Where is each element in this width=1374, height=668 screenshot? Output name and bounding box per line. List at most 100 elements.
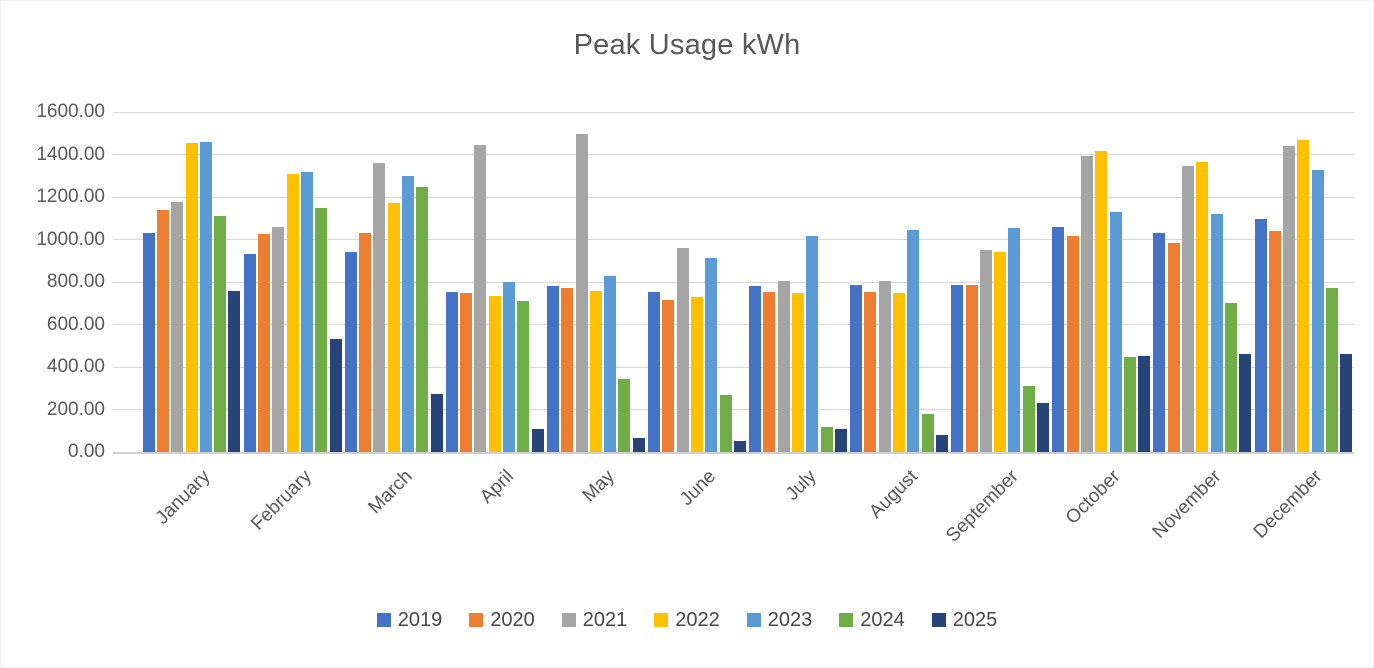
gridline <box>113 281 1354 283</box>
bar-2021-august <box>878 280 891 452</box>
bar-2019-january <box>142 233 155 452</box>
bar-2022-december <box>1297 139 1310 452</box>
y-tick-label: 1000.00 <box>36 228 105 250</box>
legend-label-2024: 2024 <box>860 608 905 631</box>
bar-group-february <box>242 112 343 452</box>
bar-2019-june <box>648 291 661 452</box>
bar-2021-may <box>575 134 588 452</box>
bar-2025-january <box>228 290 241 452</box>
bar-group-june <box>646 112 747 452</box>
bar-2022-october <box>1095 151 1108 452</box>
y-tick-label: 800.00 <box>46 271 105 292</box>
bars-layer <box>141 112 1354 452</box>
y-tick-label: 600.00 <box>46 313 105 335</box>
bar-2022-september <box>994 252 1007 452</box>
bar-2024-april <box>517 301 530 452</box>
gridline <box>113 196 1354 198</box>
legend-item-2024: 2024 <box>839 609 905 632</box>
x-tick-label-december: December <box>1249 466 1327 543</box>
y-tick-label: 1600.00 <box>36 101 105 122</box>
bar-2025-may <box>632 438 645 452</box>
bar-2023-march <box>401 175 414 452</box>
bar-2025-april <box>531 428 544 452</box>
bar-2019-april <box>445 291 458 452</box>
bar-2023-december <box>1311 170 1324 452</box>
bar-2025-august <box>935 435 948 452</box>
bar-2024-january <box>214 216 227 452</box>
bar-2021-november <box>1182 166 1195 452</box>
bar-2024-august <box>921 413 934 452</box>
bar-2023-september <box>1008 227 1021 452</box>
bar-2020-march <box>359 233 372 452</box>
legend-item-2020: 2020 <box>469 609 535 632</box>
bar-2019-may <box>546 286 559 452</box>
bar-2020-may <box>561 288 574 452</box>
bar-group-may <box>545 112 646 452</box>
bar-2019-february <box>243 254 256 452</box>
bar-2025-march <box>430 393 443 452</box>
bar-2021-january <box>171 202 184 452</box>
bar-2024-march <box>416 187 429 452</box>
x-tick-label-may: May <box>578 466 619 507</box>
gridline <box>113 324 1354 325</box>
y-tick-label: 0.00 <box>68 441 105 462</box>
bar-2019-november <box>1153 233 1166 452</box>
gridline <box>113 239 1354 240</box>
x-tick-label-april: April <box>475 466 518 508</box>
bar-group-march <box>343 112 444 452</box>
bar-2022-august <box>893 292 906 452</box>
legend-swatch-2019 <box>376 613 391 627</box>
legend-swatch-2025 <box>931 613 946 627</box>
bar-2020-april <box>460 292 473 452</box>
chart-title: Peak Usage kWh <box>573 29 801 61</box>
plot-area <box>113 111 1354 454</box>
gridline <box>113 111 1354 113</box>
x-tick-label-july: July <box>782 466 821 505</box>
bar-2019-july <box>749 286 762 452</box>
bar-group-july <box>747 112 848 452</box>
legend-swatch-2023 <box>746 613 761 627</box>
bar-2024-february <box>315 207 328 452</box>
bar-2019-december <box>1254 219 1267 452</box>
bar-2024-july <box>820 426 833 452</box>
bar-2023-july <box>806 236 819 452</box>
legend-label-2022: 2022 <box>675 608 720 631</box>
bar-2020-july <box>763 291 776 452</box>
x-tick-label-october: October <box>1061 466 1125 529</box>
bar-2025-october <box>1138 356 1151 452</box>
bar-2020-october <box>1066 236 1079 452</box>
legend-label-2025: 2025 <box>952 608 998 631</box>
bar-2023-may <box>604 275 617 452</box>
legend-item-2022: 2022 <box>654 609 720 632</box>
bar-2021-july <box>777 280 790 452</box>
bar-2023-february <box>300 171 313 452</box>
bar-2022-july <box>792 292 804 452</box>
legend-label-2021: 2021 <box>582 608 628 631</box>
bar-2021-june <box>676 248 689 452</box>
bar-2021-december <box>1283 146 1296 452</box>
bar-2019-august <box>850 285 863 452</box>
y-tick-label: 200.00 <box>46 398 105 420</box>
bar-2025-december <box>1340 354 1353 452</box>
y-tick-label: 1400.00 <box>36 143 105 165</box>
legend-item-2025: 2025 <box>931 608 998 632</box>
bar-2023-june <box>705 257 718 452</box>
bar-2023-april <box>503 282 516 452</box>
x-tick-label-february: February <box>246 466 316 535</box>
bar-2022-november <box>1196 161 1209 452</box>
bar-2021-september <box>979 250 992 452</box>
bar-group-april <box>444 112 545 452</box>
legend-label-2020: 2020 <box>490 608 535 631</box>
bar-2024-october <box>1123 357 1136 452</box>
bar-2022-april <box>488 295 501 452</box>
bar-2025-september <box>1037 403 1050 452</box>
bar-2022-february <box>286 173 299 452</box>
bar-2021-october <box>1080 155 1093 452</box>
bar-2025-june <box>733 441 746 452</box>
bar-2021-february <box>272 226 285 452</box>
bar-2020-january <box>156 209 169 452</box>
bar-2024-june <box>719 394 732 452</box>
bar-2020-february <box>258 234 271 452</box>
bar-2020-august <box>864 291 877 452</box>
bar-group-december <box>1253 112 1354 452</box>
